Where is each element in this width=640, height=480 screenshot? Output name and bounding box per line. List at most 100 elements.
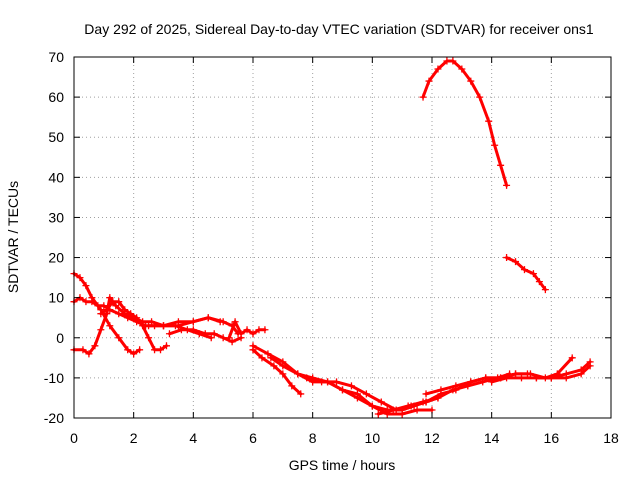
data-point [100, 302, 108, 310]
tick-layer: 0 2 4 6 8 10 12 14 16 18 -20 -10 0 10 20 30 40 50 60 70 [44, 49, 619, 446]
data-point [148, 318, 156, 326]
x-tick-label: 18 [603, 430, 619, 446]
data-point [497, 161, 505, 169]
series-arc-14 [488, 362, 594, 386]
data-point [377, 398, 385, 406]
data-point [476, 93, 484, 101]
data-point [443, 57, 451, 65]
data-point [297, 390, 305, 398]
data-point [458, 65, 466, 73]
data-point [270, 362, 278, 370]
data-point [362, 390, 370, 398]
x-tick-label: 8 [309, 430, 317, 446]
plot-frame [73, 56, 612, 419]
grid-layer [74, 57, 611, 418]
data-point [97, 326, 105, 334]
data-point [419, 398, 427, 406]
data-point [106, 294, 114, 302]
data-point [512, 370, 520, 378]
data-point [145, 322, 153, 330]
data-point [339, 386, 346, 394]
data-point [518, 374, 525, 382]
data-point [207, 334, 215, 342]
data-point [526, 370, 534, 378]
x-tick-label: 10 [365, 430, 381, 446]
data-point [225, 334, 233, 342]
data-point [404, 402, 412, 410]
data-point [347, 382, 355, 390]
data-point [419, 93, 427, 101]
data-point [157, 346, 165, 354]
data-point [145, 334, 153, 342]
data-point [503, 374, 511, 382]
data-point [303, 374, 311, 382]
data-point [503, 181, 511, 189]
data-point [231, 318, 239, 326]
data-point [151, 346, 159, 354]
data-point [82, 282, 90, 290]
data-point [318, 378, 326, 386]
data-point [189, 326, 197, 334]
data-point [112, 302, 120, 310]
data-point [97, 310, 105, 318]
x-axis-label: GPS time / hours [289, 457, 396, 473]
data-point [374, 410, 382, 418]
x-tick-label: 4 [189, 430, 197, 446]
data-point [541, 286, 549, 294]
data-point [165, 330, 173, 338]
data-point [491, 141, 499, 149]
data-point [82, 298, 90, 306]
series-line [376, 372, 512, 416]
data-point [124, 346, 132, 354]
data-point [482, 374, 490, 382]
data-point [422, 390, 430, 398]
data-point [264, 350, 272, 358]
data-point [562, 370, 570, 378]
data-point [201, 330, 209, 338]
series-line [421, 59, 509, 187]
y-tick-label: 70 [48, 49, 64, 65]
data-point [449, 57, 457, 65]
data-point [353, 394, 361, 402]
data-point [389, 406, 397, 414]
data-point [85, 350, 93, 358]
x-tick-label: 2 [130, 430, 138, 446]
data-point [520, 266, 528, 274]
data-point [255, 326, 263, 334]
x-tick-label: 0 [70, 430, 78, 446]
data-point [467, 77, 475, 85]
series-arc-15 [532, 358, 594, 382]
data-point [467, 378, 475, 386]
data-point [115, 334, 123, 342]
data-point [115, 298, 123, 306]
data-point [535, 278, 543, 286]
y-tick-label: -10 [44, 370, 64, 386]
data-point [488, 378, 496, 386]
y-tick-label: 30 [48, 209, 64, 225]
data-point [160, 322, 167, 330]
data-point [434, 394, 442, 402]
data-point [91, 342, 99, 350]
x-tick-label: 12 [424, 430, 440, 446]
y-tick-label: 20 [48, 250, 64, 266]
data-point [219, 318, 227, 326]
x-tick-label: 16 [544, 430, 560, 446]
y-axis-label: SDTVAR / TECUs [5, 181, 21, 293]
data-point [279, 362, 287, 370]
data-point [94, 302, 102, 310]
data-point [228, 338, 236, 346]
data-point [88, 298, 96, 306]
data-point [249, 330, 257, 338]
data-point [452, 382, 460, 390]
data-point [568, 354, 576, 362]
series-arc-9 [249, 346, 305, 398]
data-point [532, 374, 540, 382]
data-point [103, 306, 111, 314]
data-point [106, 322, 114, 330]
data-point [139, 322, 147, 330]
data-point [267, 354, 275, 362]
data-point [437, 386, 445, 394]
data-point [503, 254, 511, 262]
data-point [333, 378, 341, 386]
